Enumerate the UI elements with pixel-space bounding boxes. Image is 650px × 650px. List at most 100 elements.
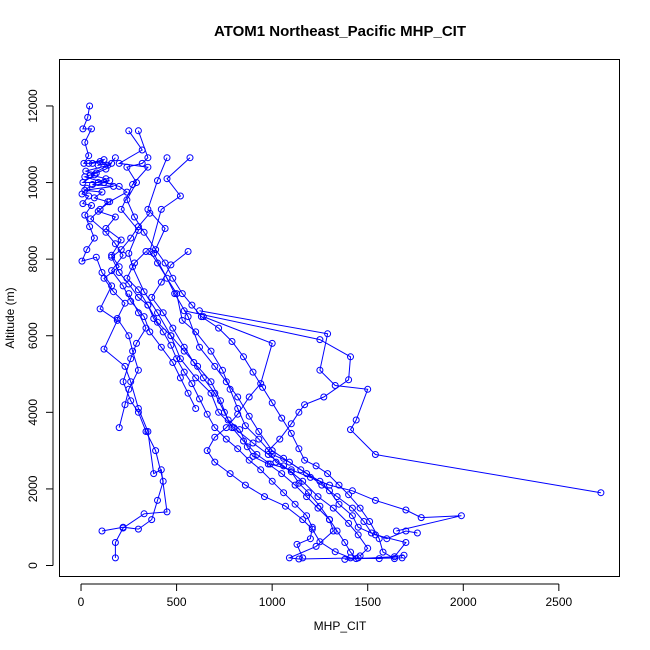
data-point xyxy=(402,527,410,535)
series-line xyxy=(83,157,197,409)
data-point xyxy=(375,555,383,563)
data-point xyxy=(285,458,293,466)
data-point xyxy=(150,470,158,478)
data-point xyxy=(236,426,244,434)
data-point xyxy=(329,504,337,512)
data-point xyxy=(176,192,184,200)
data-point xyxy=(278,414,286,422)
x-tick-label: 1500 xyxy=(354,595,381,609)
series-line xyxy=(199,310,601,494)
data-point xyxy=(345,491,353,499)
data-point xyxy=(366,518,374,525)
data-point xyxy=(86,102,94,110)
data-point xyxy=(190,359,198,366)
data-point xyxy=(142,428,150,435)
data-point xyxy=(169,324,177,332)
series-group xyxy=(199,313,408,563)
data-point xyxy=(117,236,125,244)
data-point xyxy=(176,355,184,363)
data-point xyxy=(306,535,314,543)
data-point xyxy=(123,196,131,204)
x-tick-label: 1000 xyxy=(259,595,286,609)
x-axis: 0 500 1000 1500 2000 2500 xyxy=(78,583,573,609)
data-point xyxy=(354,531,362,539)
y-axis-label: Altitude (m) xyxy=(3,287,17,348)
data-point xyxy=(345,519,353,527)
data-point xyxy=(199,374,207,382)
data-point xyxy=(197,313,205,321)
data-point xyxy=(314,493,322,501)
data-point xyxy=(90,194,98,202)
series-group xyxy=(146,154,421,543)
data-point xyxy=(111,539,119,546)
data-point xyxy=(161,225,169,232)
data-point xyxy=(192,328,200,336)
data-point xyxy=(100,274,108,282)
chart-title: ATOM1 Northeast_Pacific MHP_CIT xyxy=(214,23,466,40)
series-line xyxy=(126,251,403,560)
data-point xyxy=(186,154,194,162)
data-point xyxy=(184,389,192,397)
data-point xyxy=(199,313,207,321)
data-point xyxy=(268,477,276,485)
data-point xyxy=(119,523,127,531)
data-point xyxy=(316,502,324,510)
data-point xyxy=(131,259,138,267)
data-point xyxy=(402,539,410,546)
data-point xyxy=(368,529,375,537)
data-point xyxy=(96,205,104,213)
data-point xyxy=(110,288,117,296)
data-point xyxy=(383,535,391,543)
series-group xyxy=(123,127,398,563)
data-point xyxy=(285,554,293,562)
data-point xyxy=(240,353,247,361)
data-point xyxy=(148,516,156,524)
data-point xyxy=(324,470,332,478)
data-point xyxy=(348,512,356,520)
data-point xyxy=(121,401,129,409)
data-point xyxy=(341,539,349,546)
data-point xyxy=(115,159,123,167)
data-point xyxy=(326,481,333,489)
data-point xyxy=(150,315,158,322)
data-point xyxy=(180,307,188,315)
data-point xyxy=(324,330,332,338)
data-point xyxy=(146,209,154,217)
y-tick-label: 8000 xyxy=(26,245,40,272)
series-group xyxy=(98,290,167,535)
data-point xyxy=(86,223,94,231)
data-point xyxy=(347,353,354,361)
y-axis: 0 2000 4000 6000 8000 10000 12000 xyxy=(26,89,54,569)
data-point xyxy=(312,462,320,470)
data-point xyxy=(241,422,249,430)
y-tick-label: 2000 xyxy=(26,475,40,502)
x-axis-label: MHP_CIT xyxy=(314,619,367,633)
data-point xyxy=(146,328,154,336)
data-point xyxy=(79,125,87,133)
data-point xyxy=(379,548,387,556)
data-point xyxy=(100,179,108,186)
data-point xyxy=(133,179,140,186)
data-point xyxy=(255,435,263,443)
data-point xyxy=(417,514,425,522)
data-point xyxy=(245,412,253,420)
data-point xyxy=(119,378,127,386)
data-point xyxy=(402,506,410,514)
data-point xyxy=(117,205,125,213)
data-point xyxy=(148,293,156,301)
data-point xyxy=(167,332,175,340)
data-point xyxy=(303,512,311,520)
data-point xyxy=(92,169,100,177)
data-point xyxy=(305,489,312,497)
data-point xyxy=(169,274,177,282)
data-point xyxy=(391,555,398,563)
data-point xyxy=(81,138,89,146)
data-point xyxy=(299,516,307,524)
data-point xyxy=(180,368,188,376)
data-point xyxy=(295,555,303,563)
series-group xyxy=(144,154,410,563)
data-point xyxy=(129,347,137,355)
series-line xyxy=(84,158,139,428)
data-point xyxy=(287,420,295,428)
data-point xyxy=(192,405,200,412)
